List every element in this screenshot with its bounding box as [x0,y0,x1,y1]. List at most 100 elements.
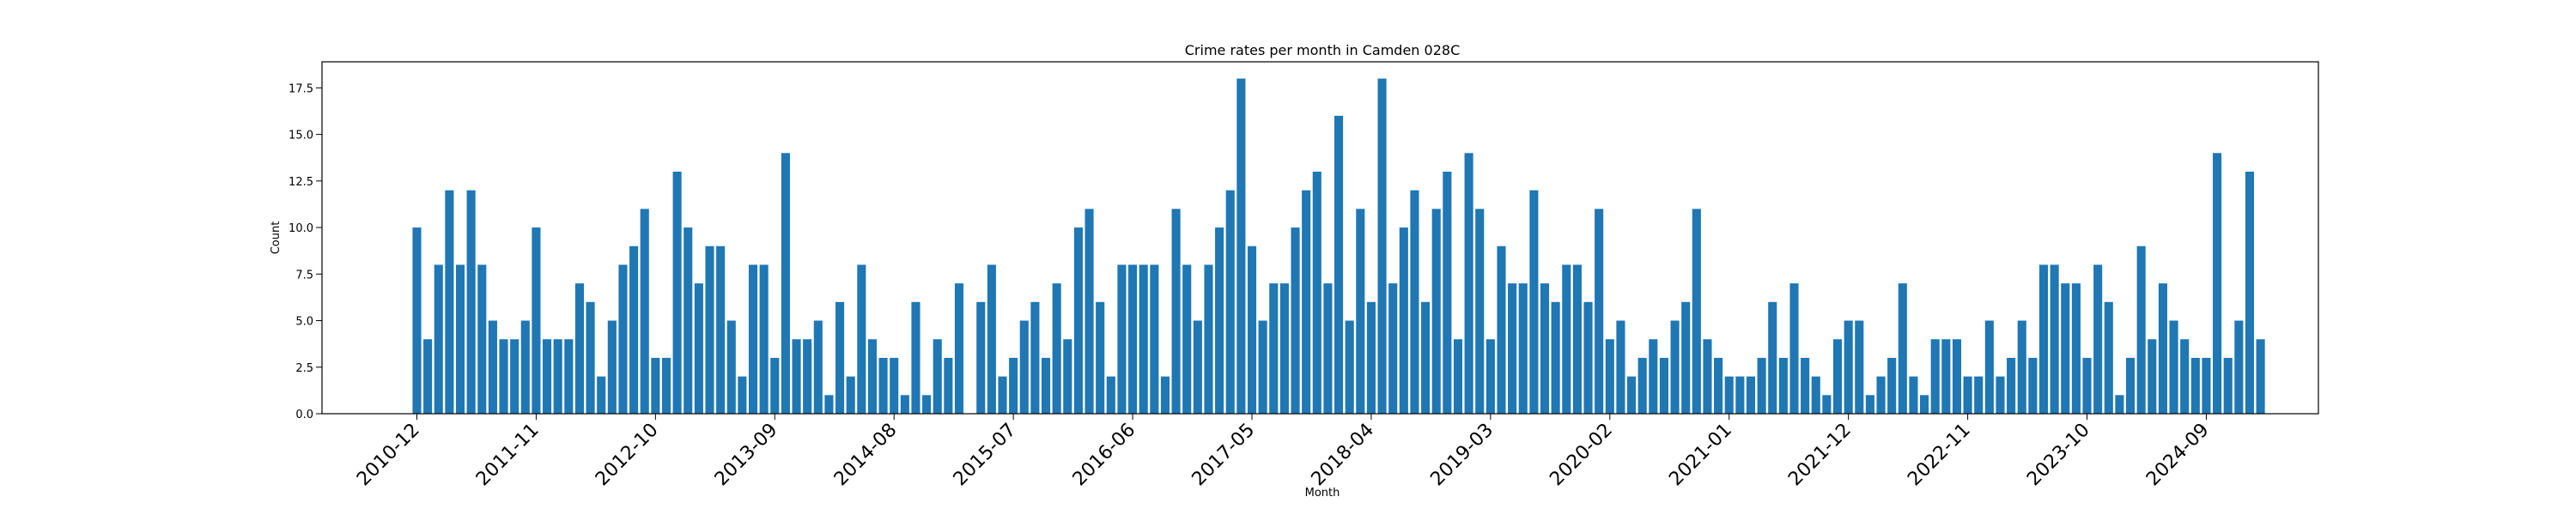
bar [2202,357,2211,414]
bar [2050,264,2059,414]
bar [1898,283,1907,414]
bar [1171,209,1181,414]
bar [2223,357,2233,414]
bar [759,264,769,414]
bar [2028,357,2038,414]
y-axis-label: Count [270,221,283,255]
bar [2007,357,2016,414]
bar [488,320,497,414]
bar [1920,395,1929,414]
bar [2093,264,2103,414]
bar [1193,320,1202,414]
bar [1703,339,1712,414]
bar [813,320,823,414]
bar [1225,190,1235,414]
bar [1356,209,1365,414]
bar [1431,209,1441,414]
bar [499,339,508,414]
bar [1215,227,1224,414]
bar [672,171,682,415]
bar [445,190,454,414]
bar [618,264,628,414]
bar [2115,395,2124,414]
bar [1236,78,1246,415]
bar [922,395,932,414]
bar [1887,357,1897,414]
x-tick-label: 2013-09 [711,420,782,491]
y-tick-label: 2.5 [295,362,313,375]
x-tick-label: 2016-06 [1069,420,1140,491]
bar [2125,357,2136,414]
bar [1801,357,1810,414]
x-axis: 2010-12 2011-11 2012-10 2013-09 2014-08 2015-… [353,414,2214,490]
bar [564,339,574,414]
bar [1996,376,2005,414]
x-tick-label: 2023-10 [2023,420,2094,491]
bar [1084,209,1094,414]
bar [2234,320,2244,414]
bar [976,301,986,414]
bar [857,264,866,414]
bar [1150,264,1159,414]
bar [1984,320,1994,414]
bar [412,227,422,414]
bar [1399,227,1408,414]
bar [1746,376,1756,414]
bar [423,339,433,414]
bar [1551,301,1560,414]
bar [1247,245,1257,414]
x-tick-label: 2021-12 [1784,420,1856,491]
bar [1128,264,1138,414]
bar [1334,115,1344,414]
bar [434,264,443,414]
bar [1073,227,1083,414]
bar [1388,283,1398,414]
bar [1052,283,1061,414]
x-tick-label: 2019-03 [1426,420,1498,491]
x-tick-label: 2014-08 [830,420,902,491]
bar [792,339,801,414]
y-tick-label: 17.5 [289,82,313,95]
bar [1724,376,1734,414]
bar [2017,320,2026,414]
bar [705,245,714,414]
x-tick-label: 2022-11 [1904,420,1975,491]
bar [1291,227,1300,414]
x-tick-label: 2015-07 [950,420,1021,491]
bar [1876,376,1886,414]
bar [1540,283,1550,414]
y-tick-label: 7.5 [295,269,313,282]
bar [1009,357,1018,414]
bar [2061,283,2070,414]
bar [726,320,736,414]
bar [1637,357,1647,414]
bar [1974,376,1984,414]
bar [1627,376,1637,414]
bar [2136,245,2146,414]
bar [738,376,747,414]
bar [1583,301,1593,414]
bar [1269,283,1279,414]
bar [520,320,530,414]
bar [1909,376,1918,414]
bar [1485,339,1495,414]
bar [2158,283,2167,414]
bar [1595,209,1604,414]
bar [1649,339,1658,414]
bar [2071,283,2081,414]
y-tick-label: 12.5 [289,176,313,189]
x-tick-label: 2017-05 [1188,420,1260,491]
bar [781,153,790,415]
bar [607,320,617,414]
bar [1670,320,1680,414]
bar [1182,264,1192,414]
x-tick-label: 2020-02 [1546,420,1617,491]
bar [455,264,465,414]
x-tick-label: 2012-10 [592,420,663,491]
bar [1421,301,1431,414]
bar [2169,320,2178,414]
bar [1811,376,1820,414]
bar [477,264,487,414]
x-tick-label: 2024-09 [2142,420,2214,491]
bar [835,301,845,414]
